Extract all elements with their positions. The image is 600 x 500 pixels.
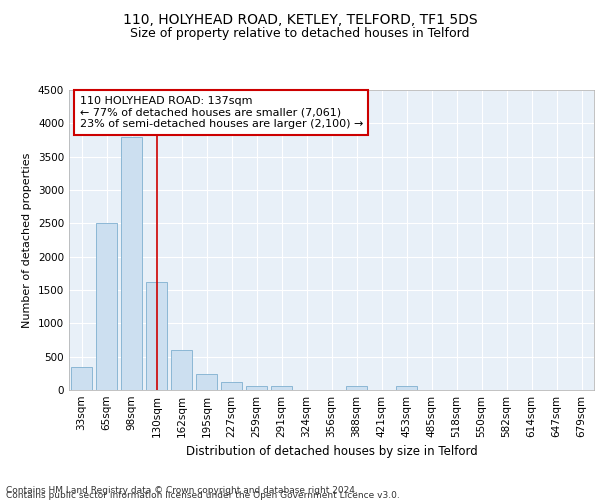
Y-axis label: Number of detached properties: Number of detached properties (22, 152, 32, 328)
Bar (196, 374, 217, 390)
Bar (246, 386, 267, 390)
Bar (396, 386, 417, 390)
Text: 110, HOLYHEAD ROAD, KETLEY, TELFORD, TF1 5DS: 110, HOLYHEAD ROAD, KETLEY, TELFORD, TF1… (122, 12, 478, 26)
Bar (271, 386, 292, 390)
Bar (346, 386, 367, 390)
Text: 110 HOLYHEAD ROAD: 137sqm
← 77% of detached houses are smaller (7,061)
23% of se: 110 HOLYHEAD ROAD: 137sqm ← 77% of detac… (79, 96, 363, 129)
Bar (146, 282, 167, 390)
X-axis label: Distribution of detached houses by size in Telford: Distribution of detached houses by size … (185, 446, 478, 458)
Text: Contains HM Land Registry data © Crown copyright and database right 2024.: Contains HM Land Registry data © Crown c… (6, 486, 358, 495)
Text: Contains public sector information licensed under the Open Government Licence v3: Contains public sector information licen… (6, 491, 400, 500)
Bar (221, 382, 242, 390)
Text: Size of property relative to detached houses in Telford: Size of property relative to detached ho… (130, 28, 470, 40)
Bar (96, 224, 117, 390)
Bar (171, 350, 192, 390)
Bar (71, 366, 92, 390)
Bar (121, 136, 142, 390)
